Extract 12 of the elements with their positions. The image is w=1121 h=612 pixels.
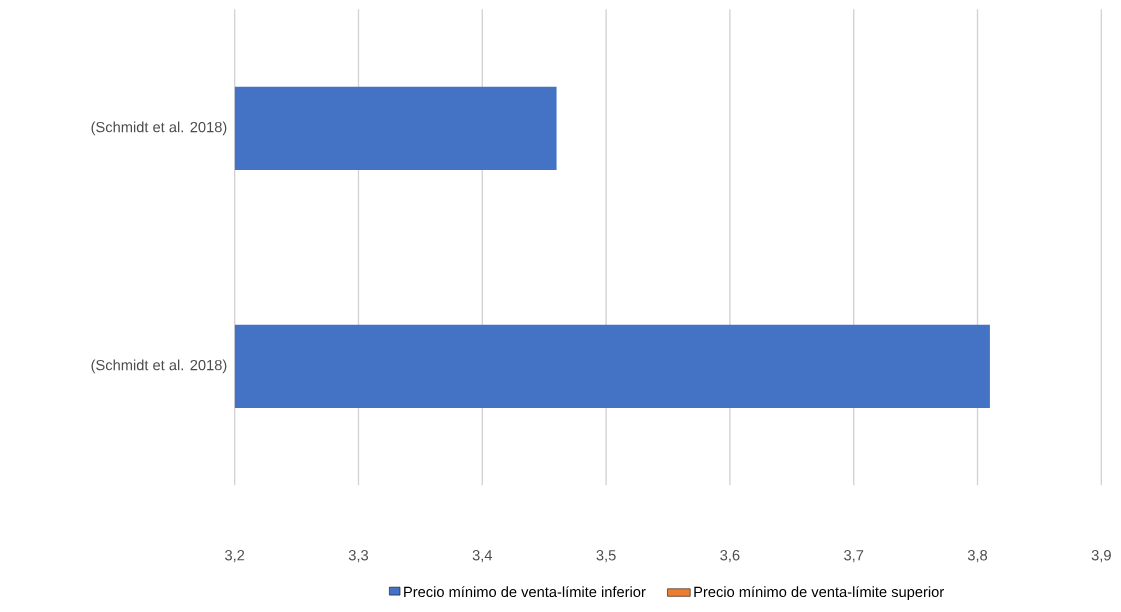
y-tick-label: (Schmidt et al. 2018): [91, 359, 227, 374]
x-tick-label: 3,3: [348, 550, 369, 563]
x-tick-label: 3,6: [720, 550, 740, 563]
x-tick-label: 3,9: [1091, 550, 1111, 563]
x-tick-label: 3,7: [844, 550, 864, 563]
y-tick-label: (Schmidt et al. 2018): [91, 121, 227, 136]
x-tick-label: 3,5: [596, 550, 616, 563]
legend-label: Precio mínimo de venta-límite inferior: [404, 586, 646, 598]
x-tick-label: 3,4: [472, 550, 493, 563]
x-tick-label: 3,2: [225, 550, 245, 563]
legend-label: Precio mínimo de venta-límite superior: [694, 586, 944, 600]
x-tick-label: 3,8: [967, 550, 988, 563]
